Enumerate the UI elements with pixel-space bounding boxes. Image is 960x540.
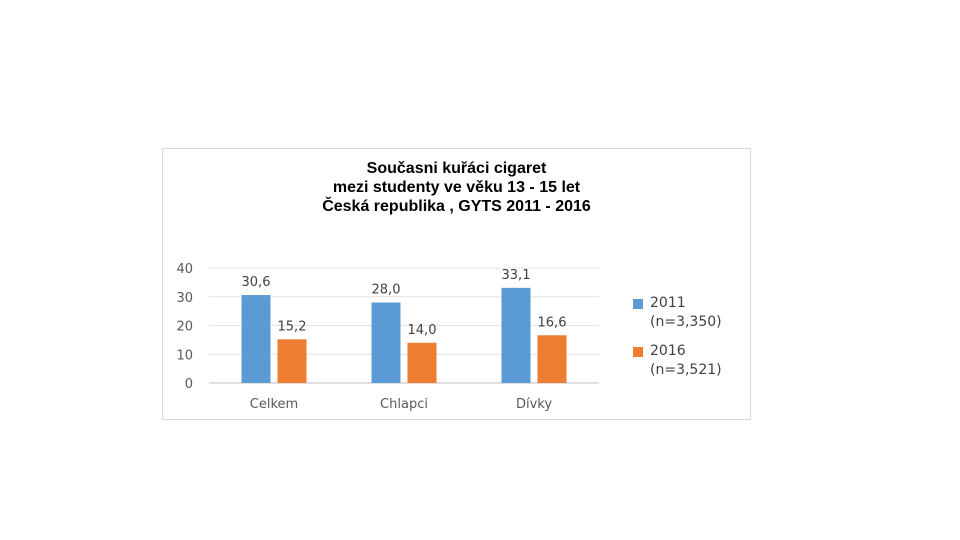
chart-title-line-3: Česká republika , GYTS 2011 - 2016: [322, 198, 591, 215]
bar: [501, 287, 531, 383]
legend-swatch-2016: [633, 347, 643, 357]
y-tick-label: 20: [176, 320, 193, 335]
legend-label-2011: 2011: [650, 295, 686, 311]
legend-item-2016: 2016 (n=3,521): [633, 342, 722, 380]
y-tick-label: 0: [185, 377, 193, 392]
chart-title-line-2: mezi studenty ve věku 13 - 15 let: [332, 179, 581, 196]
bar: [537, 335, 567, 383]
data-label: 16,6: [538, 315, 567, 330]
chart-frame: Současni kuřáci cigaret mezi studenty ve…: [162, 148, 751, 420]
data-label: 15,2: [278, 319, 307, 334]
bar: [277, 339, 307, 383]
chart-title-line-1: Současni kuřáci cigaret: [366, 160, 547, 177]
x-tick-label: Chlapci: [380, 397, 428, 412]
bar: [241, 295, 271, 383]
legend-item-2011: 2011 (n=3,350): [633, 294, 722, 332]
x-tick-label: Celkem: [250, 397, 298, 412]
legend-swatch-2011: [633, 299, 643, 309]
legend-sublabel-2011: (n=3,350): [650, 314, 722, 330]
chart-legend: 2011 (n=3,350) 2016 (n=3,521): [633, 294, 722, 390]
x-tick-label: Dívky: [516, 397, 552, 412]
data-label: 28,0: [372, 283, 401, 298]
legend-label-2016: 2016: [650, 343, 686, 359]
chart-title: Současni kuřáci cigaret mezi studenty ve…: [163, 159, 750, 216]
y-tick-label: 10: [176, 348, 193, 363]
bar: [371, 302, 401, 383]
data-label: 14,0: [408, 323, 437, 338]
bar-chart-plot: 0 10 20 30 40 30,6 15,2 Celkem 28,0 14,0 Chlapci 33…: [176, 262, 599, 412]
y-tick-label: 30: [176, 291, 193, 306]
bar: [407, 342, 437, 383]
legend-sublabel-2016: (n=3,521): [650, 362, 722, 378]
data-label: 33,1: [502, 268, 531, 283]
y-tick-label: 40: [176, 262, 193, 277]
data-label: 30,6: [242, 275, 271, 290]
